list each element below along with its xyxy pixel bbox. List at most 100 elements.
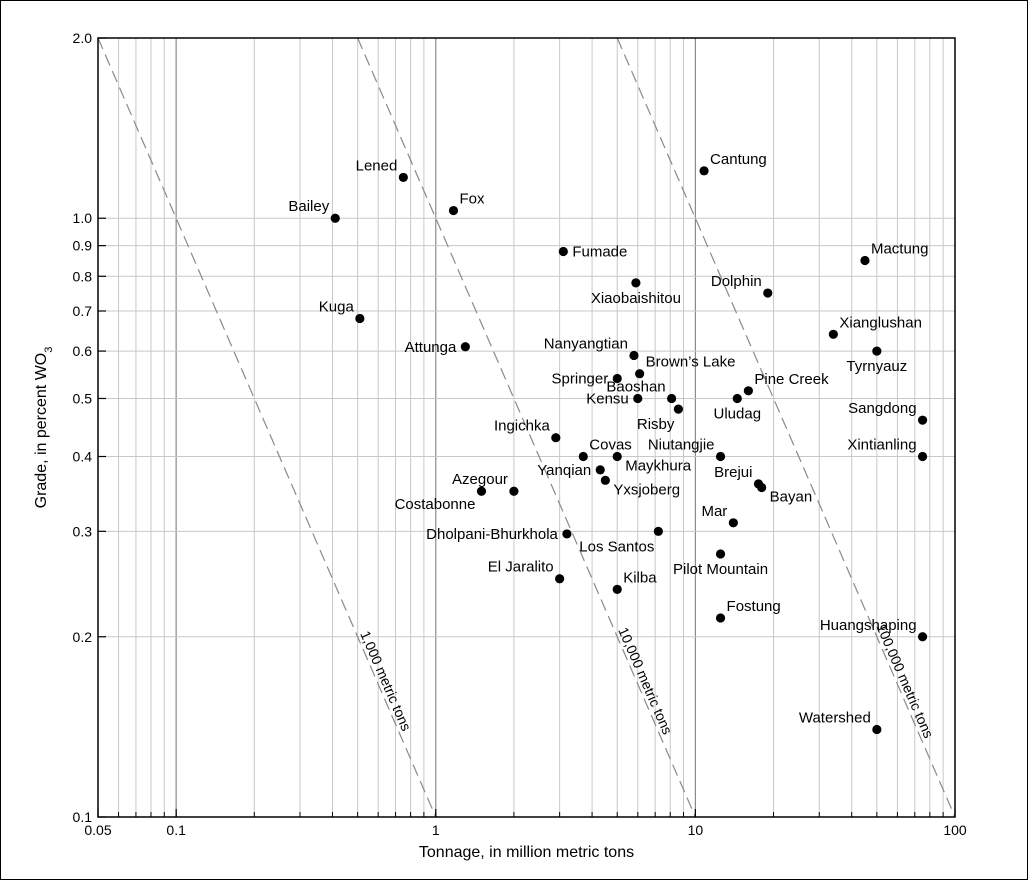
data-point-label: Fumade <box>572 243 627 260</box>
data-point-label: Brejui <box>714 464 752 481</box>
data-point <box>355 313 365 324</box>
data-point <box>460 342 470 352</box>
data-point-label: Niutangjie <box>648 437 715 454</box>
data-point <box>667 393 677 404</box>
data-point-label: Pine Creek <box>754 371 829 388</box>
reference-lines <box>98 38 955 817</box>
data-point-label: Maykhura <box>625 458 692 475</box>
y-tick-label: 0.1 <box>73 809 93 825</box>
data-point <box>330 213 340 223</box>
y-tick-label: 0.9 <box>73 238 93 254</box>
data-point-label: Kensu <box>586 390 629 407</box>
data-point <box>715 613 726 623</box>
axis-ticks: 0.05 0.1 1 10 1000.10.20.30.40.50.60.70.80.9… <box>73 30 967 838</box>
data-point <box>757 482 767 493</box>
x-axis-title: Tonnage, in million metric tons <box>419 844 634 861</box>
data-point-label: Dolphin <box>711 273 762 290</box>
x-tick-label: 1 <box>432 822 440 838</box>
data-point <box>612 373 622 384</box>
data-point-label: Dholpani-Bhurkhola <box>426 526 558 543</box>
data-point <box>448 205 459 216</box>
data-point <box>860 255 870 266</box>
data-point-label: Yxsjoberg <box>613 481 680 498</box>
reference-line-label: 1,000 metric tons <box>357 628 414 733</box>
y-axis-title-subscript: 3 <box>43 347 55 353</box>
data-point <box>715 549 726 559</box>
x-tick-label: 100 <box>943 822 967 838</box>
reference-line-label: 100,000 metric tons <box>873 621 937 740</box>
data-point <box>629 350 639 361</box>
data-point-label: Baoshan <box>606 378 665 395</box>
data-point-label: Mactung <box>871 241 929 258</box>
data-point <box>600 475 610 485</box>
data-point-label: Attunga <box>405 339 457 356</box>
data-point-label: Sangdong <box>848 400 916 417</box>
data-point-label: Azegour <box>452 471 508 488</box>
data-point-label: Nanyangtian <box>544 335 628 352</box>
data-point <box>699 166 709 176</box>
data-point <box>653 526 663 536</box>
data-point <box>633 393 643 404</box>
data-point-label: Fostung <box>727 598 781 615</box>
data-point <box>398 172 408 183</box>
data-point-label: Bailey <box>288 198 329 215</box>
data-point <box>728 518 738 528</box>
data-point <box>673 404 683 414</box>
data-point-label: Xianglushan <box>839 314 922 331</box>
data-point-label: Mar <box>701 503 727 520</box>
data-point <box>763 288 773 298</box>
data-point-label: Springer <box>552 370 609 387</box>
data-point <box>558 246 568 257</box>
data-point-label: Pilot Mountain <box>673 561 768 578</box>
data-point <box>743 386 753 396</box>
data-point-label: Watershed <box>799 710 871 727</box>
data-point <box>612 584 622 594</box>
data-point <box>917 632 928 642</box>
data-point <box>917 415 928 425</box>
data-points: Cantung Lened Fox Bailey Fumade Mactung Xiaoba… <box>288 151 929 735</box>
data-point <box>562 529 572 539</box>
x-tick-label: 0.05 <box>84 822 111 838</box>
data-point-label: Xintianling <box>847 437 916 454</box>
data-point-label: Kilba <box>623 569 657 586</box>
data-point-label: Lened <box>356 157 398 174</box>
y-tick-label: 0.8 <box>73 268 93 284</box>
data-point-label: Los Santos <box>579 538 654 555</box>
data-point-label: Tyrnyauz <box>846 358 907 375</box>
y-tick-label: 0.7 <box>73 303 93 319</box>
data-point <box>509 486 519 496</box>
data-point-label: Huangshaping <box>820 617 917 634</box>
data-point <box>476 486 487 496</box>
x-tick-label: 0.1 <box>166 822 186 838</box>
y-tick-label: 0.3 <box>73 523 93 539</box>
data-point <box>917 451 928 462</box>
y-axis-title-main: Grade, in percent WO <box>33 353 50 509</box>
data-point <box>828 329 838 339</box>
y-tick-label: 1.0 <box>73 210 93 226</box>
data-point <box>551 433 561 443</box>
y-tick-label: 0.4 <box>73 449 93 465</box>
data-point <box>872 724 882 735</box>
data-point-label: Risby <box>637 416 675 433</box>
y-axis-title: Grade, in percent WO3 <box>33 347 55 509</box>
data-point-label: Kuga <box>319 299 355 316</box>
y-tick-label: 0.2 <box>73 629 93 645</box>
plot-area-border <box>97 37 956 818</box>
data-point-label: Ingichka <box>494 418 551 435</box>
data-point <box>555 574 565 584</box>
data-point <box>578 451 588 462</box>
data-point <box>732 393 742 404</box>
data-point-label: Yanqian <box>537 462 591 479</box>
y-tick-label: 2.0 <box>73 30 93 46</box>
x-tick-label: 10 <box>688 822 704 838</box>
reference-line-label: 10,000 metric tons <box>615 625 675 737</box>
grid <box>98 38 955 817</box>
data-point <box>715 451 726 462</box>
data-point-label: Costabonne <box>395 496 476 513</box>
reference-line <box>616 38 955 817</box>
reference-line <box>357 38 696 817</box>
data-point-label: Bayan <box>770 489 813 506</box>
data-point <box>612 451 622 462</box>
data-point-label: Covas <box>589 437 632 454</box>
